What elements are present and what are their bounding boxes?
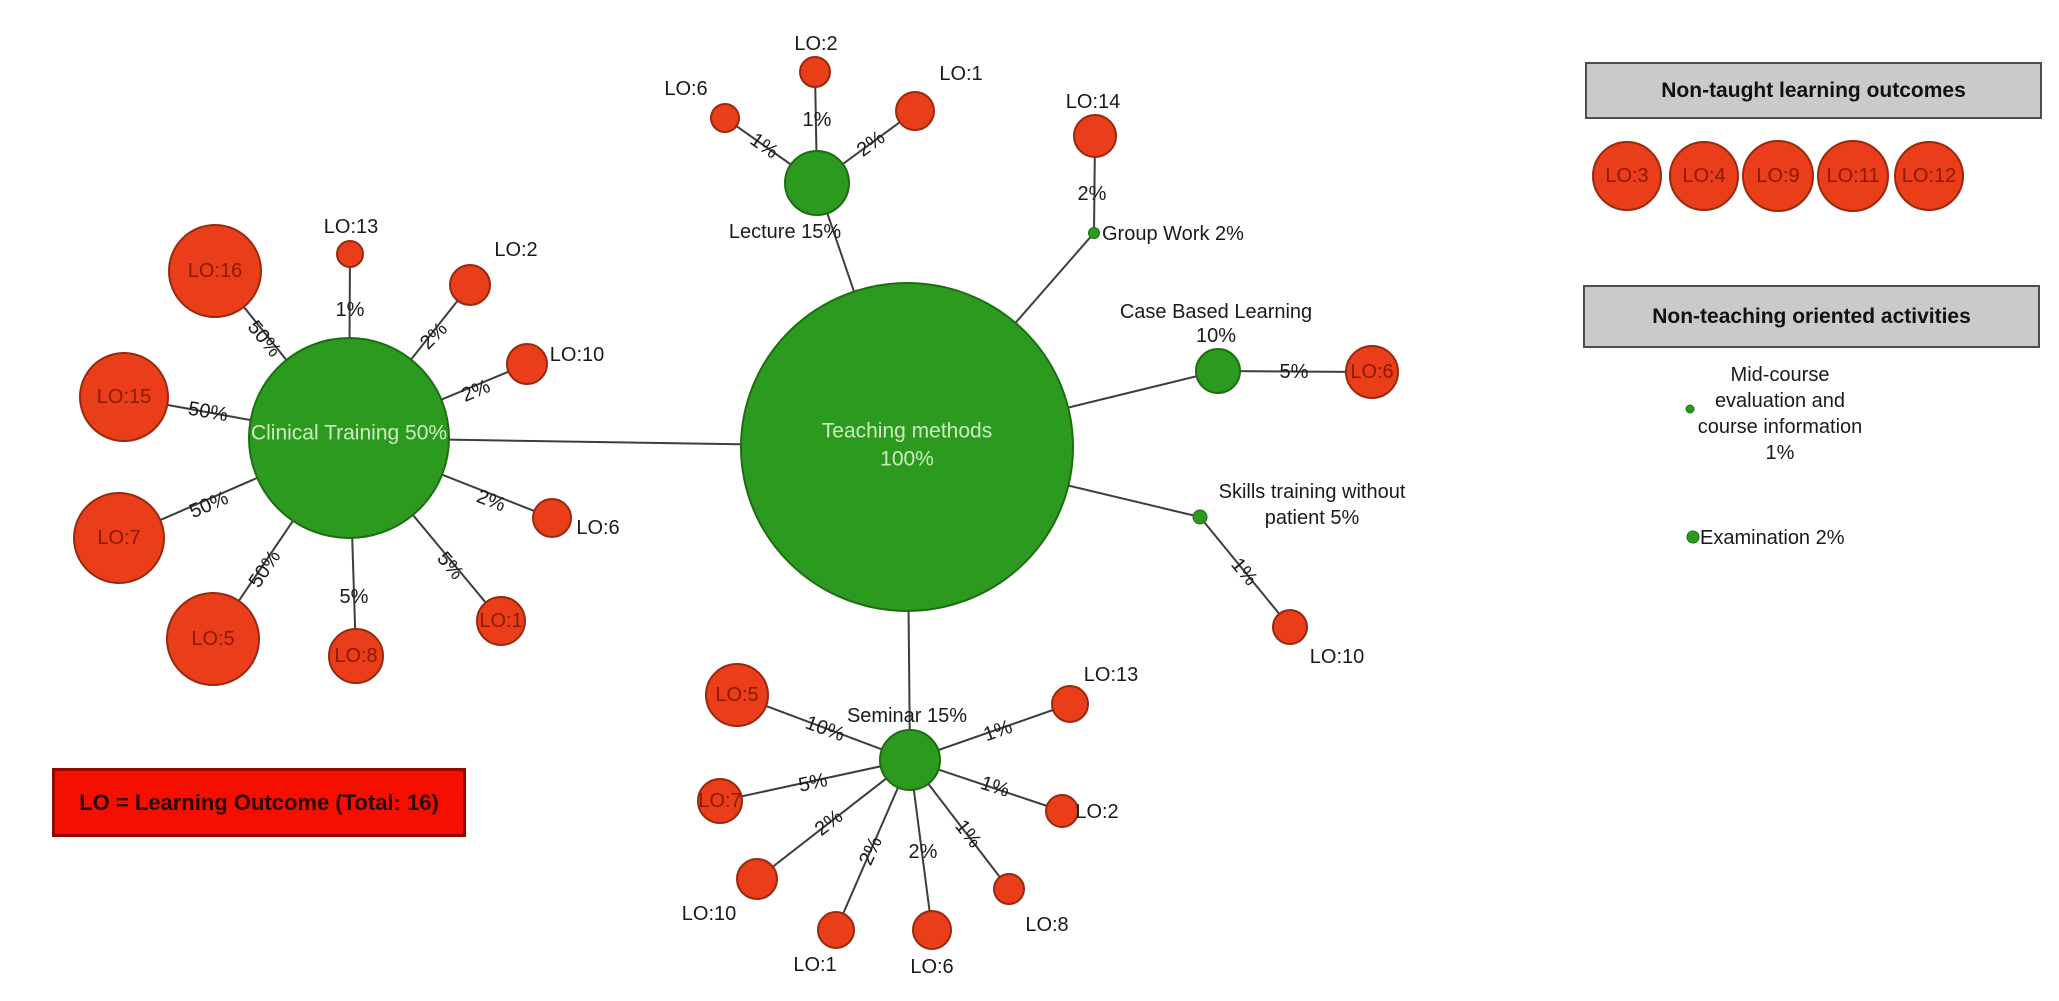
teaching-methods-percent: 100% xyxy=(880,447,934,471)
teaching-methods-label: Teaching methods xyxy=(821,419,993,443)
lo-node xyxy=(705,663,769,727)
lo-node xyxy=(912,910,952,950)
clinical-training-node xyxy=(248,337,450,539)
skills-training-label-line2: patient 5% xyxy=(1264,507,1360,529)
lo-node-label: LO:1 xyxy=(793,954,837,976)
lo-node xyxy=(1742,140,1814,212)
lo-node-label: LO:6 xyxy=(910,956,954,978)
lo-node xyxy=(73,492,165,584)
lo-node-label: LO:5 xyxy=(191,628,235,650)
lo-node xyxy=(799,56,831,88)
lo-node xyxy=(1669,141,1739,211)
lo-node xyxy=(817,911,855,949)
teaching-methods-node xyxy=(740,282,1074,612)
lo-node-label: LO:6 xyxy=(1350,361,1394,383)
mid-course-line: evaluation and xyxy=(1714,390,1846,412)
lo-node-label: LO:7 xyxy=(97,527,141,549)
lo-node-label: LO:8 xyxy=(1025,914,1069,936)
case-based-learning-label: Case Based Learning xyxy=(1119,301,1313,323)
lo-node xyxy=(532,498,572,538)
non-taught-outcomes-box: Non-taught learning outcomes xyxy=(1585,62,2042,119)
edge-weight-label: 5% xyxy=(1279,361,1309,383)
lo-node xyxy=(168,224,262,318)
lo-node xyxy=(1073,114,1117,158)
lo-node xyxy=(1345,345,1399,399)
lo-node xyxy=(1272,609,1308,645)
lo-node-label: LO:4 xyxy=(1682,165,1726,187)
edge-weight-label: 1% xyxy=(802,109,832,131)
lo-node-label: LO:1 xyxy=(939,63,983,85)
lo-node xyxy=(79,352,169,442)
edge-weight-label: 2% xyxy=(908,841,938,863)
lo-node-label: LO:13 xyxy=(1083,664,1139,686)
lo-node-label: LO:10 xyxy=(549,344,605,366)
lo-node-label: LO:12 xyxy=(1901,165,1957,187)
lo-node-label: LO:13 xyxy=(323,216,379,238)
lo-node-label: LO:11 xyxy=(1826,165,1880,187)
mid-course-line: 1% xyxy=(1765,442,1795,464)
lo-node-label: LO:7 xyxy=(698,790,742,812)
lecture-node xyxy=(784,150,850,216)
lo-node-label: LO:2 xyxy=(1075,801,1119,823)
lo-node xyxy=(506,343,548,385)
clinical-training-label: Clinical Training 50% xyxy=(250,421,448,445)
seminar-node xyxy=(879,729,941,791)
non-taught-outcomes-title: Non-taught learning outcomes xyxy=(1661,78,1966,102)
case-based-learning-percent: 10% xyxy=(1195,325,1237,347)
lo-node-label: LO:16 xyxy=(187,260,243,282)
lo-node-label: LO:10 xyxy=(681,903,737,925)
lo-node xyxy=(166,592,260,686)
group-work-label: Group Work 2% xyxy=(1102,223,1244,245)
lo-node xyxy=(736,858,778,900)
lo-node xyxy=(710,103,740,133)
lo-legend-text: LO = Learning Outcome (Total: 16) xyxy=(79,789,439,815)
lo-node-label: LO:2 xyxy=(494,239,538,261)
edge-weight-label: 2% xyxy=(1077,183,1107,205)
lo-node-label: LO:3 xyxy=(1605,165,1649,187)
non-teaching-activities-box: Non-teaching oriented activities xyxy=(1583,285,2040,348)
group-work-node xyxy=(1088,227,1100,239)
skills-training-label-line1: Skills training without xyxy=(1218,481,1406,503)
lo-node-label: LO:5 xyxy=(715,684,759,706)
lo-node-label: LO:1 xyxy=(479,610,523,632)
edge-weight-label: 5% xyxy=(339,586,369,608)
non-teaching-activities-title: Non-teaching oriented activities xyxy=(1652,304,1971,328)
lo-node-label: LO:10 xyxy=(1309,646,1365,668)
lo-node xyxy=(1817,140,1889,212)
lo-node-label: LO:2 xyxy=(794,33,838,55)
examination-dot xyxy=(1686,530,1700,544)
lo-node xyxy=(1592,141,1662,211)
lo-node xyxy=(697,778,743,824)
lo-node xyxy=(895,91,935,131)
case-based-learning-node xyxy=(1195,348,1241,394)
lo-node xyxy=(328,628,384,684)
lo-node xyxy=(1894,141,1964,211)
lo-node-label: LO:6 xyxy=(664,78,708,100)
edge-weight-label: 1% xyxy=(335,299,365,321)
lo-legend-box: LO = Learning Outcome (Total: 16) xyxy=(52,768,466,837)
mid-course-dot xyxy=(1685,404,1695,414)
mid-course-line: Mid-course xyxy=(1730,364,1830,386)
mid-course-evaluation-label: Mid-course evaluation and course informa… xyxy=(1698,362,1863,466)
lo-node-label: LO:15 xyxy=(96,386,152,408)
examination-label: Examination 2% xyxy=(1700,527,1845,549)
lo-node xyxy=(449,264,491,306)
lo-node-label: LO:14 xyxy=(1065,91,1121,113)
seminar-label: Seminar 15% xyxy=(846,705,968,727)
lo-node xyxy=(1045,794,1079,828)
lo-node xyxy=(993,873,1025,905)
diagram-nodes xyxy=(73,56,1964,950)
lecture-label: Lecture 15% xyxy=(728,221,842,243)
lo-node-label: LO:8 xyxy=(334,645,378,667)
skills-training-node xyxy=(1192,509,1208,525)
lo-node-label: LO:6 xyxy=(576,517,620,539)
lo-node xyxy=(1051,685,1089,723)
lo-node xyxy=(476,596,526,646)
mid-course-line: course information xyxy=(1697,416,1863,438)
lo-node xyxy=(336,240,364,268)
lo-node-label: LO:9 xyxy=(1756,165,1800,187)
